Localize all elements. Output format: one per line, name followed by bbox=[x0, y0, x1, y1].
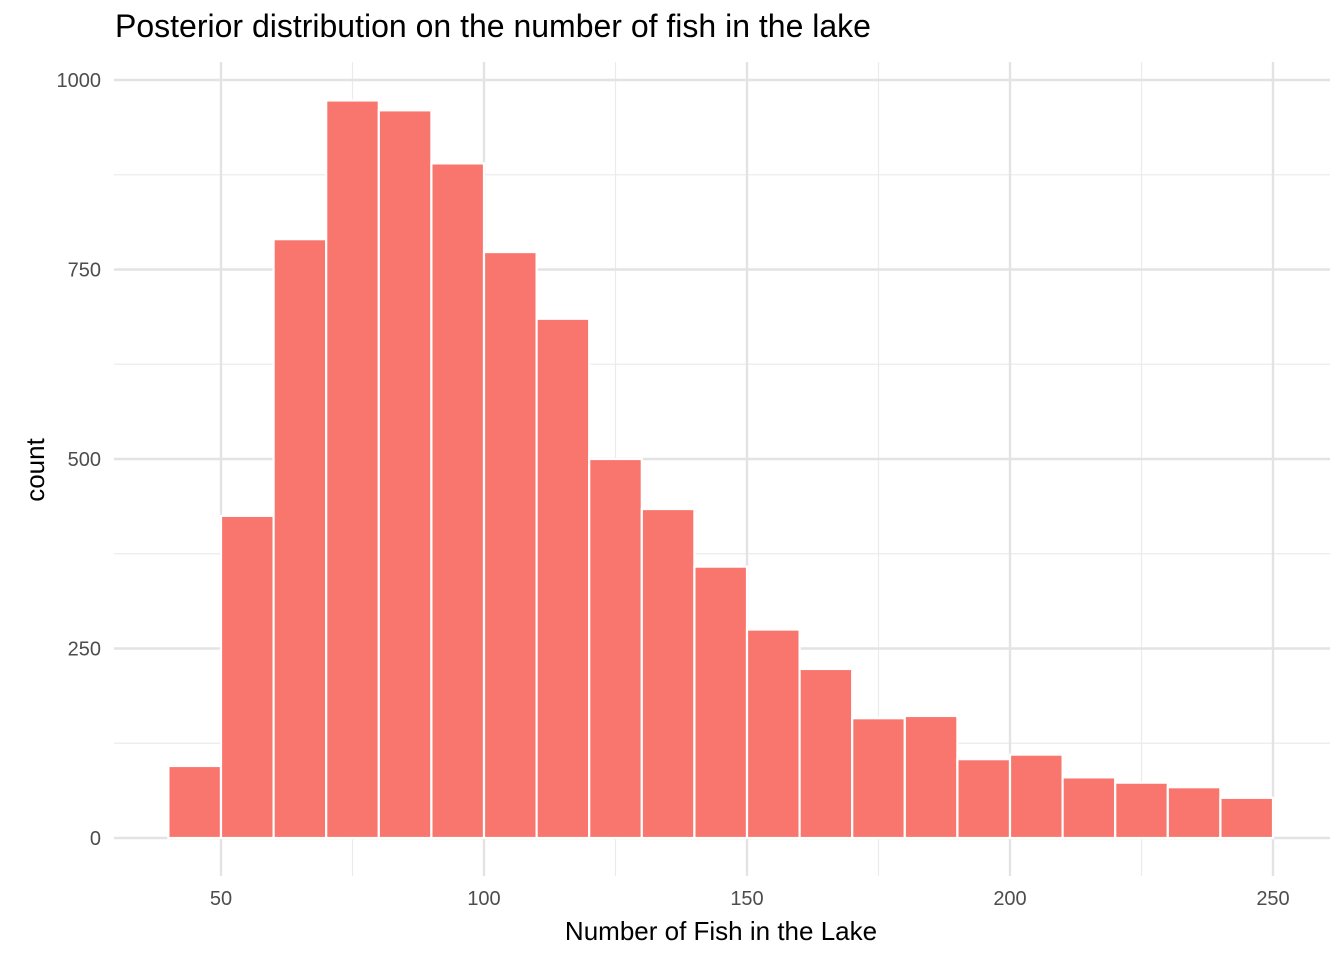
histogram-bar bbox=[430, 162, 486, 840]
y-axis-tick-labels: 0 250 500 750 1000 bbox=[57, 70, 102, 850]
histogram-bar bbox=[588, 457, 643, 840]
histogram-bar bbox=[745, 628, 801, 840]
y-tick-label: 1000 bbox=[57, 70, 102, 92]
histogram-bar bbox=[272, 238, 328, 840]
histogram-bars bbox=[167, 99, 1275, 840]
x-tick-label: 200 bbox=[993, 888, 1026, 910]
x-axis-tick-labels: 50 100 150 200 250 bbox=[210, 888, 1290, 910]
histogram-bar bbox=[482, 250, 538, 840]
x-tick-label: 50 bbox=[210, 888, 232, 910]
histogram-bar bbox=[1219, 796, 1275, 840]
histogram-bar bbox=[1061, 776, 1117, 840]
histogram-bar bbox=[1114, 781, 1169, 840]
histogram-bar bbox=[167, 764, 223, 840]
x-axis-title: Number of Fish in the Lake bbox=[565, 916, 877, 946]
histogram-bar bbox=[219, 514, 275, 840]
y-tick-label: 750 bbox=[68, 260, 101, 282]
histogram-bar bbox=[640, 507, 696, 840]
x-tick-label: 250 bbox=[1256, 888, 1289, 910]
x-tick-label: 150 bbox=[730, 888, 763, 910]
y-tick-label: 250 bbox=[68, 639, 101, 661]
histogram-bar bbox=[798, 667, 854, 840]
chart-title: Posterior distribution on the number of … bbox=[115, 8, 871, 44]
histogram-bar bbox=[535, 317, 591, 840]
histogram-bar bbox=[1008, 753, 1064, 840]
histogram-bar bbox=[325, 99, 380, 840]
y-tick-label: 500 bbox=[68, 449, 101, 471]
y-axis-title: count bbox=[20, 437, 50, 501]
histogram-bar bbox=[903, 714, 959, 840]
y-tick-label: 0 bbox=[90, 828, 101, 850]
histogram-bar bbox=[693, 565, 749, 840]
histogram-bar bbox=[1166, 786, 1222, 840]
x-tick-label: 100 bbox=[467, 888, 500, 910]
histogram-bar bbox=[377, 109, 433, 840]
histogram-bar bbox=[851, 717, 906, 840]
histogram-bar bbox=[956, 758, 1012, 840]
